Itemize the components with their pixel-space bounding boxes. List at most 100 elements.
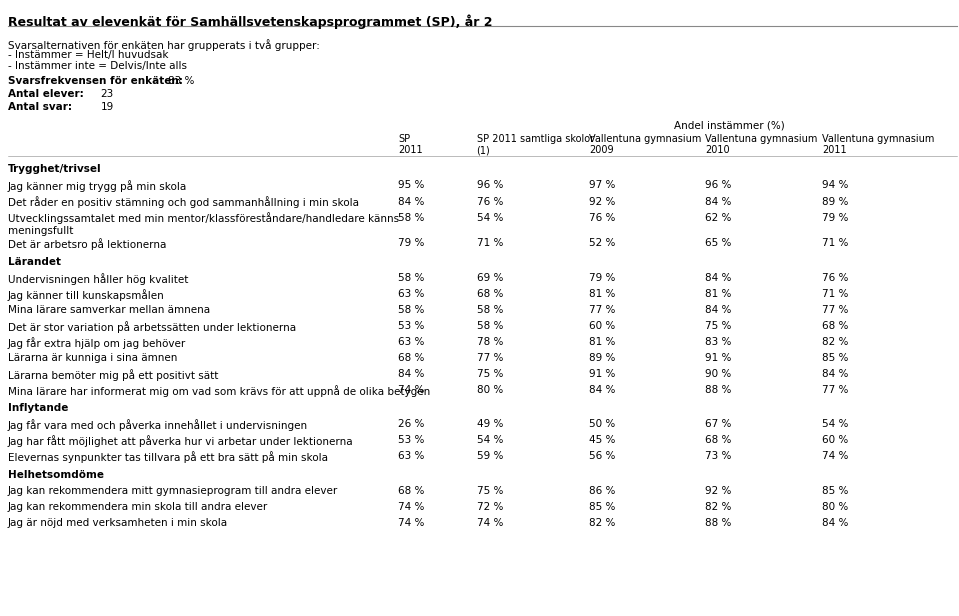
Text: 81 %: 81 %: [589, 337, 616, 347]
Text: meningsfullt: meningsfullt: [8, 226, 73, 236]
Text: Jag får extra hjälp om jag behöver: Jag får extra hjälp om jag behöver: [8, 337, 186, 349]
Text: 79 %: 79 %: [398, 238, 425, 248]
Text: 92 %: 92 %: [589, 197, 616, 206]
Text: 45 %: 45 %: [589, 436, 616, 445]
Text: 89 %: 89 %: [822, 197, 849, 206]
Text: 96 %: 96 %: [705, 180, 732, 190]
Text: Jag kan rekommendera mitt gymnasieprogram till andra elever: Jag kan rekommendera mitt gymnasieprogra…: [8, 486, 338, 496]
Text: Lärarna är kunniga i sina ämnen: Lärarna är kunniga i sina ämnen: [8, 353, 177, 363]
Text: 56 %: 56 %: [589, 452, 616, 461]
Text: 49 %: 49 %: [477, 419, 503, 429]
Text: 97 %: 97 %: [589, 180, 616, 190]
Text: 54 %: 54 %: [477, 213, 503, 222]
Text: 58 %: 58 %: [398, 273, 425, 283]
Text: 63 %: 63 %: [398, 337, 425, 347]
Text: 77 %: 77 %: [822, 385, 849, 395]
Text: 81 %: 81 %: [705, 289, 732, 299]
Text: Det råder en positiv stämning och god sammanhållning i min skola: Det råder en positiv stämning och god sa…: [8, 197, 359, 208]
Text: SP 2011 samtliga skolor
(1): SP 2011 samtliga skolor (1): [477, 134, 594, 155]
Text: 69 %: 69 %: [477, 273, 503, 283]
Text: 84 %: 84 %: [705, 305, 732, 315]
Text: Helhetsomdöme: Helhetsomdöme: [8, 470, 104, 480]
Text: 76 %: 76 %: [477, 197, 503, 206]
Text: 83 %: 83 %: [168, 76, 195, 86]
Text: Jag är nöjd med verksamheten i min skola: Jag är nöjd med verksamheten i min skola: [8, 518, 228, 528]
Text: 80 %: 80 %: [477, 385, 503, 395]
Text: 79 %: 79 %: [589, 273, 616, 283]
Text: 84 %: 84 %: [705, 273, 732, 283]
Text: 59 %: 59 %: [477, 452, 503, 461]
Text: 80 %: 80 %: [822, 502, 848, 512]
Text: Svarsfrekvensen för enkäten:: Svarsfrekvensen för enkäten:: [8, 76, 182, 86]
Text: Lärarna bemöter mig på ett positivt sätt: Lärarna bemöter mig på ett positivt sätt: [8, 369, 218, 381]
Text: Vallentuna gymnasium
2010: Vallentuna gymnasium 2010: [705, 134, 817, 155]
Text: 75 %: 75 %: [477, 369, 503, 379]
Text: 74 %: 74 %: [398, 385, 425, 395]
Text: - Instämmer = Helt/I huvudsak: - Instämmer = Helt/I huvudsak: [8, 50, 168, 60]
Text: 92 %: 92 %: [705, 486, 732, 496]
Text: 96 %: 96 %: [477, 180, 503, 190]
Text: Det är stor variation på arbetssätten under lektionerna: Det är stor variation på arbetssätten un…: [8, 321, 295, 333]
Text: 23: 23: [101, 89, 114, 99]
Text: 53 %: 53 %: [398, 436, 425, 445]
Text: Inflytande: Inflytande: [8, 403, 68, 413]
Text: 63 %: 63 %: [398, 452, 425, 461]
Text: Vallentuna gymnasium
2009: Vallentuna gymnasium 2009: [589, 134, 701, 155]
Text: 89 %: 89 %: [589, 353, 616, 363]
Text: 65 %: 65 %: [705, 238, 732, 248]
Text: 84 %: 84 %: [589, 385, 616, 395]
Text: Elevernas synpunkter tas tillvara på ett bra sätt på min skola: Elevernas synpunkter tas tillvara på ett…: [8, 452, 328, 463]
Text: 68 %: 68 %: [398, 353, 425, 363]
Text: 60 %: 60 %: [822, 436, 848, 445]
Text: 94 %: 94 %: [822, 180, 849, 190]
Text: Andel instämmer (%): Andel instämmer (%): [674, 120, 784, 130]
Text: SP
2011: SP 2011: [398, 134, 423, 155]
Text: 85 %: 85 %: [822, 486, 849, 496]
Text: Svarsalternativen för enkäten har grupperats i två grupper:: Svarsalternativen för enkäten har gruppe…: [8, 39, 319, 51]
Text: 68 %: 68 %: [705, 436, 732, 445]
Text: 26 %: 26 %: [398, 419, 425, 429]
Text: 76 %: 76 %: [589, 213, 616, 222]
Text: 84 %: 84 %: [398, 197, 425, 206]
Text: 68 %: 68 %: [398, 486, 425, 496]
Text: Mina lärare samverkar mellan ämnena: Mina lärare samverkar mellan ämnena: [8, 305, 210, 315]
Text: 91 %: 91 %: [705, 353, 732, 363]
Text: 74 %: 74 %: [822, 452, 849, 461]
Text: 81 %: 81 %: [589, 289, 616, 299]
Text: 74 %: 74 %: [398, 518, 425, 528]
Text: Trygghet/trivsel: Trygghet/trivsel: [8, 164, 102, 174]
Text: 52 %: 52 %: [589, 238, 616, 248]
Text: 58 %: 58 %: [477, 321, 503, 331]
Text: 79 %: 79 %: [822, 213, 849, 222]
Text: 71 %: 71 %: [822, 289, 849, 299]
Text: 68 %: 68 %: [477, 289, 503, 299]
Text: 53 %: 53 %: [398, 321, 425, 331]
Text: - Instämmer inte = Delvis/Inte alls: - Instämmer inte = Delvis/Inte alls: [8, 61, 187, 71]
Text: 82 %: 82 %: [705, 502, 732, 512]
Text: Det är arbetsro på lektionerna: Det är arbetsro på lektionerna: [8, 238, 166, 250]
Text: 68 %: 68 %: [822, 321, 849, 331]
Text: 85 %: 85 %: [589, 502, 616, 512]
Text: Antal elever:: Antal elever:: [8, 89, 83, 99]
Text: 95 %: 95 %: [398, 180, 425, 190]
Text: 71 %: 71 %: [822, 238, 849, 248]
Text: Lärandet: Lärandet: [8, 257, 60, 267]
Text: Mina lärare har informerat mig om vad som krävs för att uppnå de olika betygen: Mina lärare har informerat mig om vad so…: [8, 385, 430, 397]
Text: 74 %: 74 %: [398, 502, 425, 512]
Text: 19: 19: [101, 102, 114, 111]
Text: 58 %: 58 %: [398, 305, 425, 315]
Text: 54 %: 54 %: [477, 436, 503, 445]
Text: 91 %: 91 %: [589, 369, 616, 379]
Text: 85 %: 85 %: [822, 353, 849, 363]
Text: 67 %: 67 %: [705, 419, 732, 429]
Text: 88 %: 88 %: [705, 385, 732, 395]
Text: Jag har fått möjlighet att påverka hur vi arbetar under lektionerna: Jag har fått möjlighet att påverka hur v…: [8, 436, 353, 447]
Text: 86 %: 86 %: [589, 486, 616, 496]
Text: 84 %: 84 %: [705, 197, 732, 206]
Text: 84 %: 84 %: [398, 369, 425, 379]
Text: 71 %: 71 %: [477, 238, 503, 248]
Text: 88 %: 88 %: [705, 518, 732, 528]
Text: Vallentuna gymnasium
2011: Vallentuna gymnasium 2011: [822, 134, 934, 155]
Text: Jag får vara med och påverka innehållet i undervisningen: Jag får vara med och påverka innehållet …: [8, 419, 308, 431]
Text: 90 %: 90 %: [705, 369, 731, 379]
